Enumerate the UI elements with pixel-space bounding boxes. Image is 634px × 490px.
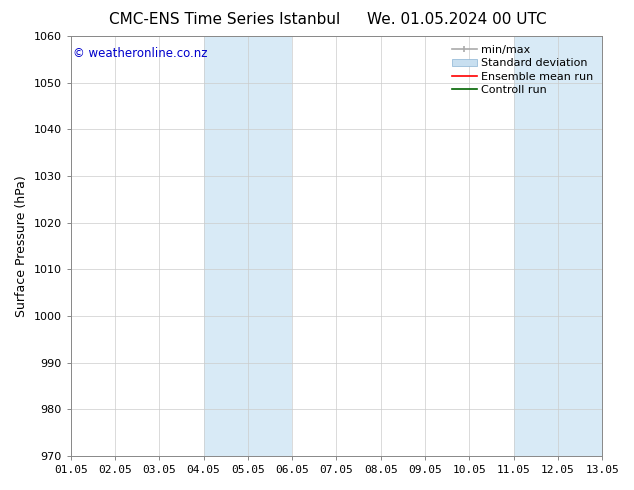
Bar <box>204 36 292 456</box>
Text: We. 01.05.2024 00 UTC: We. 01.05.2024 00 UTC <box>366 12 547 27</box>
Text: © weatheronline.co.nz: © weatheronline.co.nz <box>74 47 208 60</box>
Y-axis label: Surface Pressure (hPa): Surface Pressure (hPa) <box>15 175 28 317</box>
Legend: min/max, Standard deviation, Ensemble mean run, Controll run: min/max, Standard deviation, Ensemble me… <box>449 42 597 98</box>
Bar <box>514 36 602 456</box>
Text: CMC-ENS Time Series Istanbul: CMC-ENS Time Series Istanbul <box>110 12 340 27</box>
